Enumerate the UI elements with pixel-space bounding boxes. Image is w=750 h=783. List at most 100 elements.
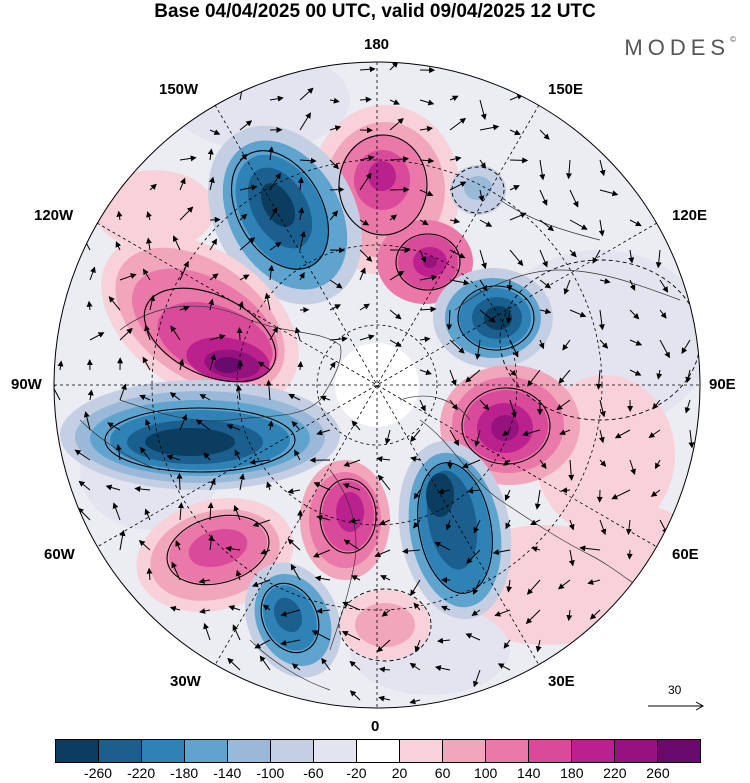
wind-arrow-icon [115,444,122,461]
wind-arrow-icon [179,305,190,312]
wind-arrow-icon [299,112,311,131]
wind-arrow-icon [239,153,248,161]
wind-arrow-icon [625,519,632,535]
wind-arrow-icon [144,324,151,341]
wind-arrow-icon [208,534,215,551]
wind-arrow-icon [473,669,481,688]
wind-arrow-icon [381,609,391,617]
wind-arrow-icon [568,459,575,481]
wind-arrow-icon [579,545,601,552]
wind-arrow-icon [389,339,402,347]
wind-arrow-icon [384,429,391,445]
colorbar-tick-label: -260 [84,765,113,781]
wind-arrow-icon [419,219,429,226]
wind-arrow-icon [146,211,152,221]
lon-label-120w: 120W [34,207,74,224]
wind-arrow-icon [389,62,399,71]
wind-arrow-icon [146,237,152,251]
wind-arrow-icon [509,129,521,136]
wind-arrow-icon [599,189,619,197]
wind-arrow-icon [465,369,481,383]
wind-arrow-icon [280,639,301,646]
wind-arrow-icon [539,159,546,181]
wind-arrow-icon [626,549,633,560]
colorbar-bin [228,740,271,762]
colorbar-tick-label: 20 [391,765,408,781]
wind-arrow-icon [492,549,511,556]
wind-arrow-icon [503,639,511,649]
wind-arrow-icon [239,473,246,491]
wind-arrow-icon [208,176,215,191]
colorbar-bin [486,740,529,762]
wind-arrow-icon [479,99,487,120]
wind-arrow-icon [203,622,211,641]
wind-arrow-icon [89,266,96,281]
wind-arrow-icon [268,264,275,281]
wind-arrow-icon [87,389,94,401]
wind-arrow-icon [419,249,426,263]
colorbar-tick-label: 260 [646,765,670,781]
wind-arrow-icon [509,399,517,418]
wind-arrow-icon [474,339,481,360]
wind-arrow-icon [419,99,435,106]
wind-arrow-icon [530,519,541,526]
wind-arrow-icon [479,309,496,323]
wind-arrow-icon [445,519,452,531]
wind-arrow-icon [539,308,552,315]
wind-arrow-icon [359,155,375,162]
wind-arrow-icon [119,383,127,401]
wind-arrow-icon [479,279,488,292]
wind-arrow-icon [207,148,214,161]
wind-arrow-icon [449,249,466,259]
lon-label-30w: 30W [170,673,201,690]
wind-arrow-icon [288,393,301,401]
wind-arrow-icon [265,379,272,401]
wind-arrow-icon [142,356,151,371]
wind-arrow-icon [599,399,606,418]
wind-arrow-icon [209,353,216,371]
wind-arrow-icon [179,177,186,191]
wind-arrow-icon [179,413,188,431]
wind-arrow-icon [170,325,181,341]
wind-arrow-icon [599,159,606,177]
wind-arrow-icon [569,249,577,258]
wind-arrow-icon [179,155,197,162]
wind-arrow-icon [239,237,256,251]
wind-arrow-icon [466,549,481,564]
wind-arrow-icon [659,279,669,293]
wind-arrow-icon [410,579,421,597]
wind-arrow-icon [86,300,93,311]
colorbar-bin [658,740,700,762]
wind-arrow-icon [449,429,459,447]
wind-arrow-icon [297,361,304,371]
wind-arrow-icon [237,359,244,371]
wind-arrow-icon [54,382,61,401]
colorbar-bin [615,740,658,762]
wind-arrow-icon [228,605,241,611]
wind-arrow-icon [138,540,151,551]
wind-arrow-icon [449,117,467,131]
wind-arrow-icon [474,429,481,447]
wind-arrow-icon [311,630,331,641]
wind-arrow-icon [89,332,105,341]
wind-arrow-icon [413,489,421,500]
wind-arrow-icon [349,660,361,671]
wind-arrow-icon [115,241,122,251]
wind-arrow-icon [269,207,278,221]
colorbar-bin [99,740,142,762]
wind-arrow-icon [233,504,241,521]
wind-arrow-icon [139,394,151,401]
wind-arrow-icon [467,487,481,494]
wind-arrow-icon [112,502,121,521]
wind-arrow-icon [378,695,391,702]
wind-arrow-icon [57,360,64,371]
wind-arrow-icon [539,249,548,268]
wind-arrow-icon [359,66,376,73]
wind-arrow-icon [359,219,370,226]
wind-arrow-icon [175,540,181,551]
wind-arrow-icon [179,206,194,221]
wind-arrow-icon [526,579,541,595]
colorbar-bin [572,740,615,762]
wind-arrow-icon [389,155,409,162]
weak-negative-150E [450,165,506,215]
